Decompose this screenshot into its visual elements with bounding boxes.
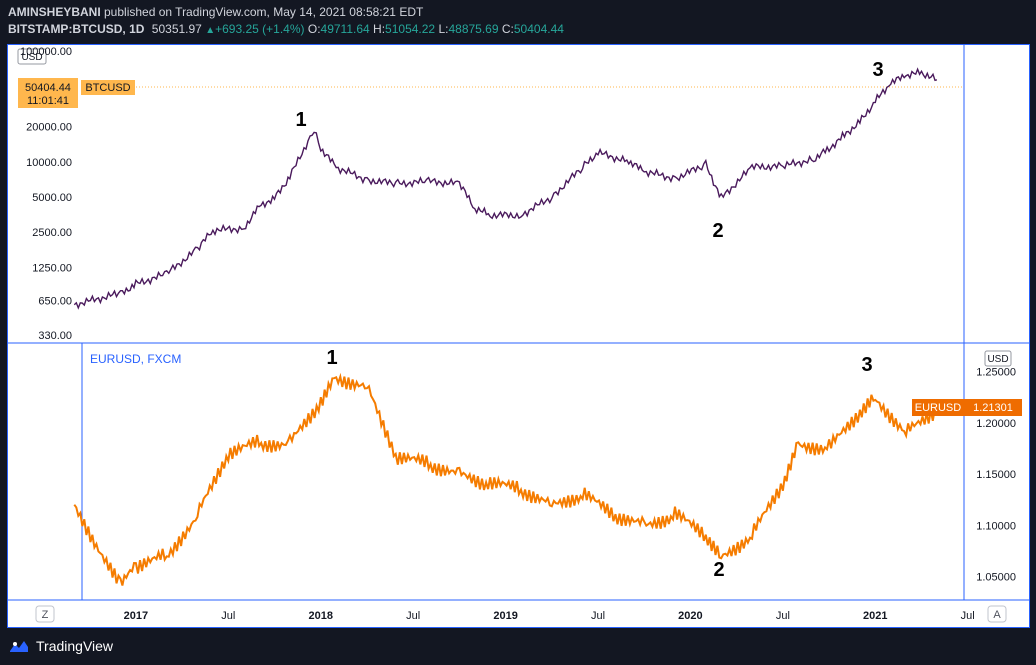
eur-axis-label: 1.25000 (976, 367, 1016, 379)
time-axis-label: 2020 (678, 610, 702, 622)
time-axis-label: 2021 (863, 610, 887, 622)
tradingview-brand: TradingView (36, 638, 114, 654)
tradingview-logo-icon (10, 641, 28, 652)
time-axis-label: 2017 (124, 610, 148, 622)
z-button[interactable] (35, 605, 55, 623)
a-button[interactable] (987, 605, 1007, 623)
published-text: published on TradingView.com, May 14, 20… (100, 5, 424, 19)
eurusd-price-tag-value: 1.21301 (973, 402, 1013, 414)
open-label: O: (307, 22, 321, 36)
chart-svg[interactable]: USD 100000.00 20000.0010000.005000.00250… (8, 45, 1029, 627)
symbol-title[interactable]: BITSTAMP:BTCUSD, 1D (8, 22, 145, 36)
chart-area[interactable]: USD 100000.00 20000.00 10000.00 5000.00 250… (7, 44, 1030, 628)
eur-wave-2: 2 (713, 559, 724, 581)
last-price: 50351.97 (151, 22, 202, 36)
low-label: L: (438, 22, 449, 36)
btc-countdown: 11:01:41 (27, 95, 69, 107)
usd-badge-top[interactable] (17, 48, 47, 65)
eurusd-legend[interactable]: EURUSD, FXCM (90, 352, 181, 366)
high-value: 51054.22 (385, 22, 436, 36)
tradingview-logo[interactable]: TradingView (8, 638, 113, 654)
eur-wave-3: 3 (861, 354, 872, 376)
time-axis-label: Jul (776, 610, 790, 622)
high-label: H: (373, 22, 386, 36)
eurusd-symbol-tag (912, 399, 964, 416)
change-up-icon: ▲ (205, 25, 216, 36)
btc-wave-2: 2 (712, 220, 723, 242)
eur-axis-label: 1.20000 (976, 418, 1016, 430)
btc-symbol-tag (81, 80, 135, 95)
author-name[interactable]: AMINSHEYBANI (8, 5, 101, 19)
ohlc-line: BITSTAMP:BTCUSD, 1D 50351.97 ▲+693.25 (+… (8, 22, 564, 36)
time-axis-label: Jul (221, 610, 235, 622)
eurusd-price-series[interactable] (73, 372, 938, 586)
btc-axis-label: 2500.00 (32, 227, 72, 239)
btc-price-axis[interactable]: 20000.00 10000.00 5000.00 2500.00 1250.00 650… (26, 122, 72, 342)
usd-badge-bottom[interactable] (984, 350, 1012, 367)
eur-axis-label: 1.10000 (976, 520, 1016, 532)
btc-price-tag (18, 78, 78, 108)
a-button-label: A (993, 609, 1001, 621)
btc-axis-label: 5000.00 (32, 192, 72, 204)
eurusd-price-axis[interactable]: 1.25000 1.20000 1.15000 1.10000 1.05000 (976, 367, 1016, 584)
open-value: 49711.64 (320, 22, 370, 36)
change-value: +693.25 (+1.4%) (215, 22, 305, 36)
btc-axis-label: 330.00 (38, 330, 72, 342)
time-axis-label: Jul (591, 610, 605, 622)
btc-price-series[interactable] (73, 67, 938, 310)
z-button-label: Z (42, 609, 49, 621)
btc-axis-label: 20000.00 (26, 122, 72, 134)
time-axis-label: 2018 (309, 610, 333, 622)
btc-axis-label: 650.00 (38, 296, 72, 308)
low-value: 48875.69 (448, 22, 499, 36)
eur-axis-label: 1.05000 (976, 572, 1016, 584)
btc-price-tag-value: 50404.44 (25, 82, 71, 94)
eur-wave-1: 1 (326, 347, 337, 369)
eur-axis-label: 1.15000 (976, 469, 1016, 481)
time-axis-label: Jul (961, 610, 975, 622)
time-axis[interactable]: 2017 Jul 2018 Jul 2019 Jul 2020 Jul 2021 Jul (124, 610, 975, 622)
time-axis-label: Jul (406, 610, 420, 622)
close-label: C: (501, 22, 514, 36)
footer: TradingView (0, 628, 1036, 665)
btc-axis-label: 10000.00 (26, 157, 72, 169)
usd-badge-bottom-text: USD (987, 354, 1008, 365)
btc-axis-label: 1250.00 (32, 262, 72, 274)
close-value: 50404.44 (513, 22, 564, 36)
btc-wave-3: 3 (872, 59, 883, 81)
time-axis-label: 2019 (493, 610, 517, 622)
eurusd-price-tag (964, 399, 1022, 416)
btc-axis-top-label: 100000.00 (20, 46, 72, 58)
btc-wave-1: 1 (295, 109, 306, 131)
usd-badge-top-text: USD (21, 52, 42, 63)
btc-symbol-tag-text: BTCUSD (85, 82, 130, 94)
chart-header: AMINSHEYBANI published on TradingView.co… (0, 0, 1036, 44)
eurusd-symbol-tag-text: EURUSD (915, 402, 962, 414)
publish-line: AMINSHEYBANI published on TradingView.co… (8, 5, 423, 19)
